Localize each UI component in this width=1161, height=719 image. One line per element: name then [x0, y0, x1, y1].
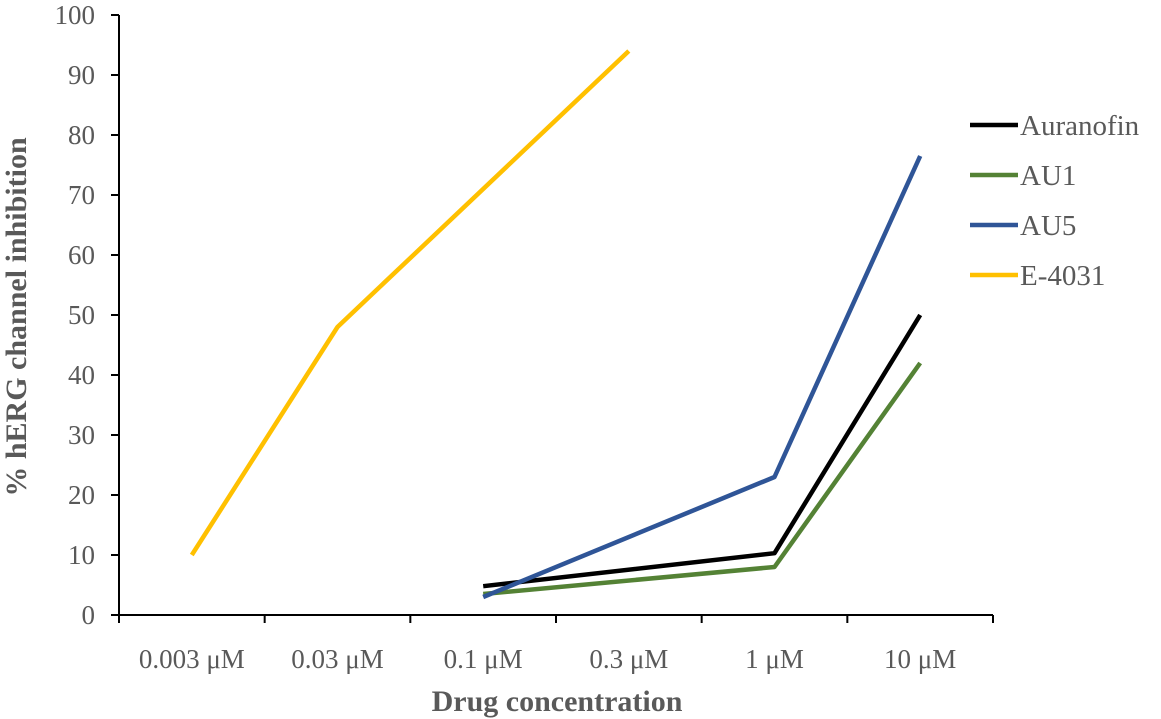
series-line-e-4031	[189, 49, 631, 557]
series-line-au5	[482, 155, 923, 600]
legend: Auranofin AU1 AU5 E-4031	[970, 110, 1140, 292]
legend-label: Auranofin	[1020, 110, 1140, 142]
x-tick-label: 0.3 μM	[589, 644, 668, 674]
plot-series	[189, 49, 923, 600]
legend-label: AU1	[1020, 160, 1076, 192]
legend-label: AU5	[1020, 210, 1076, 242]
x-axis-title: Drug concentration	[432, 685, 683, 718]
series-line-au1	[482, 361, 923, 597]
y-tick-label: 70	[68, 180, 95, 210]
y-tick-label: 50	[68, 300, 95, 330]
y-tick-label: 20	[68, 480, 95, 510]
y-tick-label: 60	[68, 240, 95, 270]
x-axis-ticks: 0.003 μM 0.03 μM 0.1 μM 0.3 μM 1 μM 10 μM	[118, 615, 994, 674]
y-tick-label: 40	[68, 360, 95, 390]
y-tick-label: 0	[82, 600, 96, 630]
y-tick-label: 10	[68, 540, 95, 570]
x-tick-label: 0.03 μM	[291, 644, 383, 674]
y-tick-label: 30	[68, 420, 95, 450]
y-tick-label: 90	[68, 60, 95, 90]
y-tick-label: 80	[68, 120, 95, 150]
y-tick-label: 100	[55, 0, 96, 30]
y-axis-ticks: 0 10 20 30 40 50 60 70 80 90 100	[55, 0, 119, 630]
y-axis-title: % hERG channel inhibition	[0, 137, 33, 497]
series-line-auranofin	[482, 313, 923, 589]
x-tick-label: 0.1 μM	[444, 644, 523, 674]
x-tick-label: 1 μM	[745, 644, 804, 674]
legend-label: E-4031	[1020, 260, 1105, 292]
x-tick-label: 0.003 μM	[139, 644, 245, 674]
x-tick-label: 10 μM	[884, 644, 956, 674]
